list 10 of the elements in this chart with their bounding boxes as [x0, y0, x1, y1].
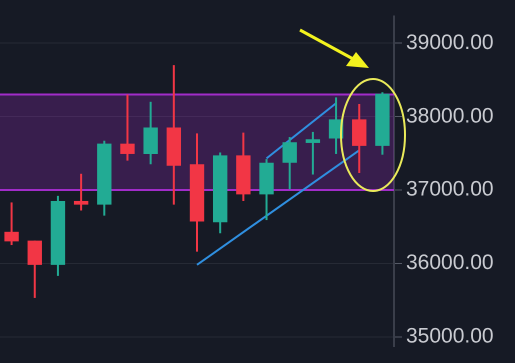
candlestick [74, 172, 88, 212]
y-tick-label: 38000.00 [406, 104, 494, 128]
candlestick [282, 136, 297, 190]
y-tick-label: 35000.00 [406, 324, 494, 348]
candlestick [306, 130, 320, 176]
candlestick [120, 93, 135, 162]
y-tick-label: 36000.00 [406, 251, 494, 274]
y-tick-label: 39000.00 [406, 30, 494, 54]
candlestick [4, 201, 19, 246]
y-tick-label: 37000.00 [406, 178, 494, 201]
